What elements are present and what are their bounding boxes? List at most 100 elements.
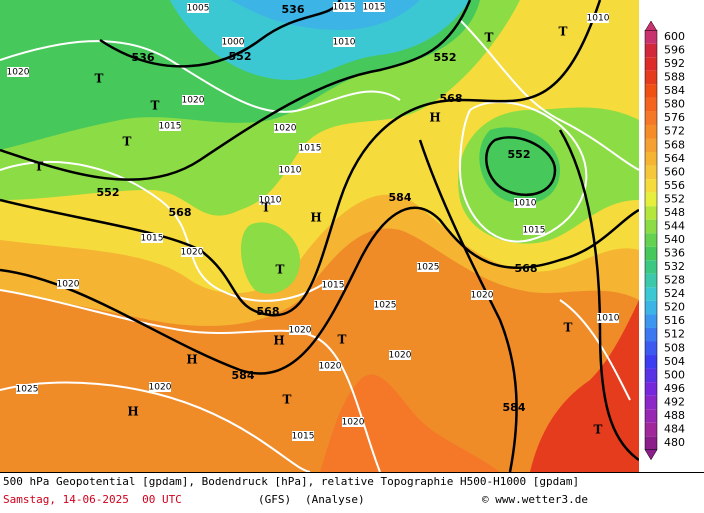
pressure-label-bg <box>259 195 281 205</box>
pressure-label: 1020 <box>342 418 365 428</box>
colorbar-label: 568 <box>664 138 685 151</box>
pressure-label: 1015 <box>322 281 345 291</box>
contour <box>558 129 639 462</box>
pressure-label: 1020 <box>389 351 412 361</box>
pressure-label-bg <box>182 95 204 105</box>
pressure-label-bg <box>159 121 181 131</box>
pressure-label-bg <box>389 350 411 360</box>
geopotential-contours <box>0 0 639 472</box>
pressure-label: 1025 <box>417 263 440 273</box>
footer-credit: © www.wetter3.de <box>482 493 588 506</box>
pressure-center: T <box>262 201 271 215</box>
pressure-label: 1010 <box>259 196 282 206</box>
geopotential-label: 568 <box>440 92 463 105</box>
pressure-label: 1025 <box>16 385 39 395</box>
pressure-label: 1010 <box>514 199 537 209</box>
colorbar-label: 588 <box>664 71 685 84</box>
isobar <box>0 160 331 302</box>
pressure-label-bg <box>149 382 171 392</box>
pressure-label-bg <box>16 384 38 394</box>
pressure-label: 1015 <box>299 144 322 154</box>
colorbar-swatch <box>645 192 657 207</box>
colorbar-label: 508 <box>664 341 685 354</box>
pressure-label: 1020 <box>289 326 312 336</box>
pressure-label-bg <box>299 143 321 153</box>
pressure-label: 1010 <box>279 166 302 176</box>
colorbar-swatch <box>645 273 657 288</box>
field-green-low <box>240 222 300 294</box>
pressure-label: 1015 <box>363 3 386 13</box>
colorbar-label: 544 <box>664 219 685 232</box>
pressure-center: T <box>485 31 494 45</box>
pressure-label: 1020 <box>319 362 342 372</box>
pressure-label-bg <box>57 279 79 289</box>
colorbar-swatch <box>645 84 657 98</box>
pressure-center: T <box>338 333 347 347</box>
colorbar-label: 540 <box>664 233 685 246</box>
pressure-label-bg <box>279 165 301 175</box>
contour <box>418 139 518 472</box>
geopotential-label: 584 <box>232 369 255 382</box>
colorbar-swatch <box>645 368 657 383</box>
pressure-label-bg <box>523 225 545 235</box>
pressure-label-bg <box>597 313 619 323</box>
colorbar-label: 524 <box>664 287 685 300</box>
pressure-label-bg <box>471 290 493 300</box>
colorbar-swatch <box>645 57 657 71</box>
colorbar-label: 504 <box>664 355 685 368</box>
colorbar-label: 584 <box>664 84 685 97</box>
colorbar-label: 492 <box>664 395 685 408</box>
pressure-label-bg <box>289 325 311 335</box>
pressure-label: 1020 <box>471 291 494 301</box>
colorbar-label: 572 <box>664 125 685 138</box>
contour <box>0 0 472 181</box>
colorbar-swatch <box>645 219 657 234</box>
pressure-label: 1015 <box>292 432 315 442</box>
pressure-label: 1010 <box>587 14 610 24</box>
colorbar-label: 512 <box>664 328 685 341</box>
field-cyan <box>170 0 470 80</box>
isobar <box>559 299 631 401</box>
colorbar-swatch <box>645 30 657 44</box>
colorbar-swatch <box>645 300 657 315</box>
footer-description: 500 hPa Geopotential [gpdam], Bodendruck… <box>3 475 579 488</box>
pressure-label: 1020 <box>57 280 80 290</box>
colorbar-label: 484 <box>664 422 685 435</box>
pressure-label-bg <box>587 13 609 23</box>
colorbar-label: 528 <box>664 274 685 287</box>
pressure-label: 1020 <box>181 248 204 258</box>
pressure-label: 1015 <box>523 226 546 236</box>
pressure-label-bg <box>333 37 355 47</box>
colorbar-swatch <box>645 395 657 410</box>
pressure-center: H <box>310 211 321 225</box>
colorbar-swatch <box>645 409 657 423</box>
geopotential-label: 584 <box>503 401 526 414</box>
colorbar-swatch <box>645 124 657 139</box>
colorbar-swatch <box>645 341 657 356</box>
colorbar-swatch <box>645 152 657 166</box>
colorbar-swatch <box>645 436 657 450</box>
colorbar-label: 516 <box>664 314 685 327</box>
pressure-label-bg <box>181 247 203 257</box>
pressure-center: T <box>594 423 603 437</box>
colorbar-label: 496 <box>664 382 685 395</box>
colorbar-swatch <box>645 138 657 153</box>
geopotential-label: 552 <box>97 186 120 199</box>
colorbar-swatch <box>645 43 657 58</box>
isobar <box>0 40 401 113</box>
colorbar-label: 488 <box>664 409 685 422</box>
pressure-label: 1020 <box>182 96 205 106</box>
colorbar-swatch <box>645 246 657 261</box>
geopotential-label: 536 <box>132 51 155 64</box>
geopotential-label: 536 <box>282 3 305 16</box>
geopotential-label: 568 <box>257 305 280 318</box>
pressure-label: 1020 <box>7 68 30 78</box>
colorbar-swatch <box>645 287 657 301</box>
colorbar-swatch <box>645 111 657 125</box>
pressure-center: H <box>186 353 197 367</box>
colorbar: 6005965925885845805765725685645605565525… <box>644 20 685 461</box>
footer-date: Samstag, 14-06-2025 00 UTC <box>3 493 182 506</box>
map-labels: 536 536 552 552 568 552 568 584 552 568 568 584 584 1… <box>7 2 620 442</box>
